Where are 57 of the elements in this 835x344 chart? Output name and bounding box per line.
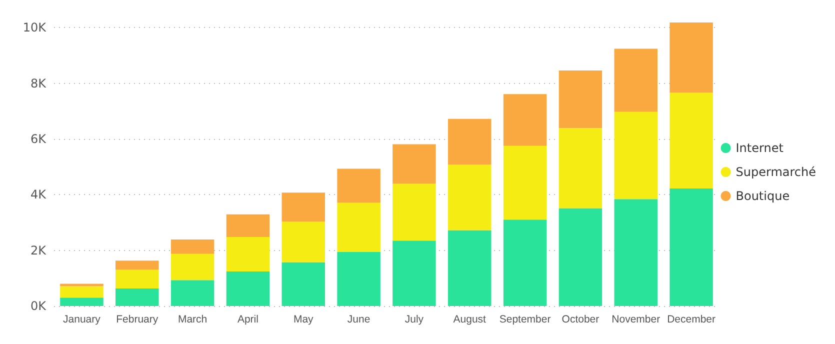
bar <box>170 280 214 306</box>
x-tick-label: February <box>116 314 159 326</box>
x-tick-label: December <box>667 314 716 326</box>
x-tick-label: March <box>178 314 208 326</box>
x-tick-label: August <box>453 314 486 326</box>
y-tick-label: 8K <box>30 76 48 90</box>
bar <box>337 252 380 306</box>
y-tick-label: 0K <box>30 299 48 313</box>
bar <box>170 239 214 254</box>
bar <box>503 146 547 220</box>
x-tick-label: November <box>612 314 661 326</box>
y-tick-label: 6K <box>30 132 48 146</box>
x-tick-label: May <box>293 314 314 326</box>
bar <box>558 128 602 208</box>
bar <box>392 240 436 306</box>
legend-label: Boutique <box>736 189 790 203</box>
x-tick-label: October <box>562 314 600 326</box>
bar <box>116 260 159 270</box>
legend-label: Internet <box>736 141 784 155</box>
bar <box>337 168 380 203</box>
x-tick-label: September <box>499 314 552 326</box>
bar <box>226 236 270 272</box>
bar <box>503 94 547 146</box>
bar <box>282 222 325 262</box>
bar <box>448 118 492 165</box>
bar <box>116 270 159 288</box>
y-tick-label: 2K <box>30 243 48 258</box>
bar <box>226 271 270 306</box>
x-tick-label: January <box>63 314 102 326</box>
x-tick-label: June <box>347 314 370 326</box>
bar <box>670 22 713 92</box>
bar <box>670 188 713 306</box>
bar <box>282 262 325 306</box>
bar <box>448 230 492 306</box>
bar <box>282 192 325 222</box>
bar <box>60 284 104 286</box>
bar <box>60 286 104 298</box>
bar <box>503 220 547 306</box>
x-tick-label: April <box>237 314 258 326</box>
bar <box>116 288 159 306</box>
bar <box>558 208 602 306</box>
bar <box>614 199 658 306</box>
bar <box>670 92 713 188</box>
x-tick-label: July <box>404 314 424 326</box>
legend-label: Supermarché <box>736 165 816 179</box>
bar <box>448 164 492 230</box>
bar <box>558 70 602 128</box>
bar <box>226 214 270 237</box>
bar <box>60 298 104 306</box>
bar <box>170 254 214 280</box>
bar <box>337 202 380 252</box>
bar <box>614 112 658 200</box>
bar <box>392 144 436 184</box>
y-tick-label: 10K <box>22 20 48 35</box>
y-tick-label: 4K <box>30 188 48 202</box>
bar <box>614 48 658 112</box>
bar <box>392 184 436 241</box>
